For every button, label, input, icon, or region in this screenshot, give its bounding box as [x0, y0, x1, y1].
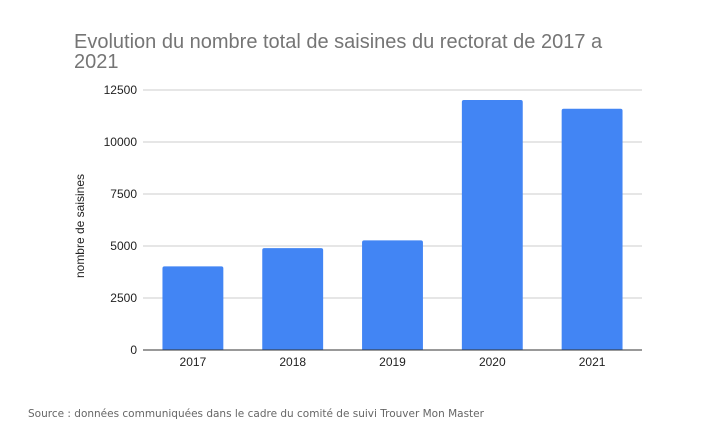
x-tick-label: 2020	[479, 355, 506, 369]
gridlines	[143, 89, 642, 299]
bar-2018	[262, 248, 324, 350]
y-tick-label: 7500	[110, 187, 137, 201]
x-tick-label: 2018	[279, 355, 306, 369]
y-tick-label: 12500	[104, 83, 138, 97]
bar-2021	[561, 108, 623, 350]
y-axis-title: nombre de saisines	[73, 174, 87, 278]
y-tick-label: 10000	[104, 135, 138, 149]
bar-2019	[362, 240, 423, 350]
bar-2017	[162, 266, 224, 350]
y-tick-label: 0	[130, 343, 137, 357]
source-note: Source : données communiquées dans le ca…	[28, 408, 484, 420]
x-axis-ticks: 2017 2018 2019 2020 2021	[180, 355, 606, 369]
x-tick-label: 2019	[379, 355, 406, 369]
chart-title-line: Evolution du nombre total de saisines du…	[74, 31, 603, 53]
y-tick-label: 5000	[110, 239, 137, 253]
chart-title: Evolution du nombre total de saisines du…	[74, 31, 603, 73]
y-axis-ticks: 0 2500 5000 7500 10000 12500	[104, 83, 138, 357]
bar-2020	[461, 99, 523, 350]
y-tick-label: 2500	[110, 291, 137, 305]
bars	[143, 99, 642, 351]
x-tick-label: 2021	[579, 355, 606, 369]
chart-title-line: 2021	[74, 51, 119, 73]
x-tick-label: 2017	[180, 355, 207, 369]
